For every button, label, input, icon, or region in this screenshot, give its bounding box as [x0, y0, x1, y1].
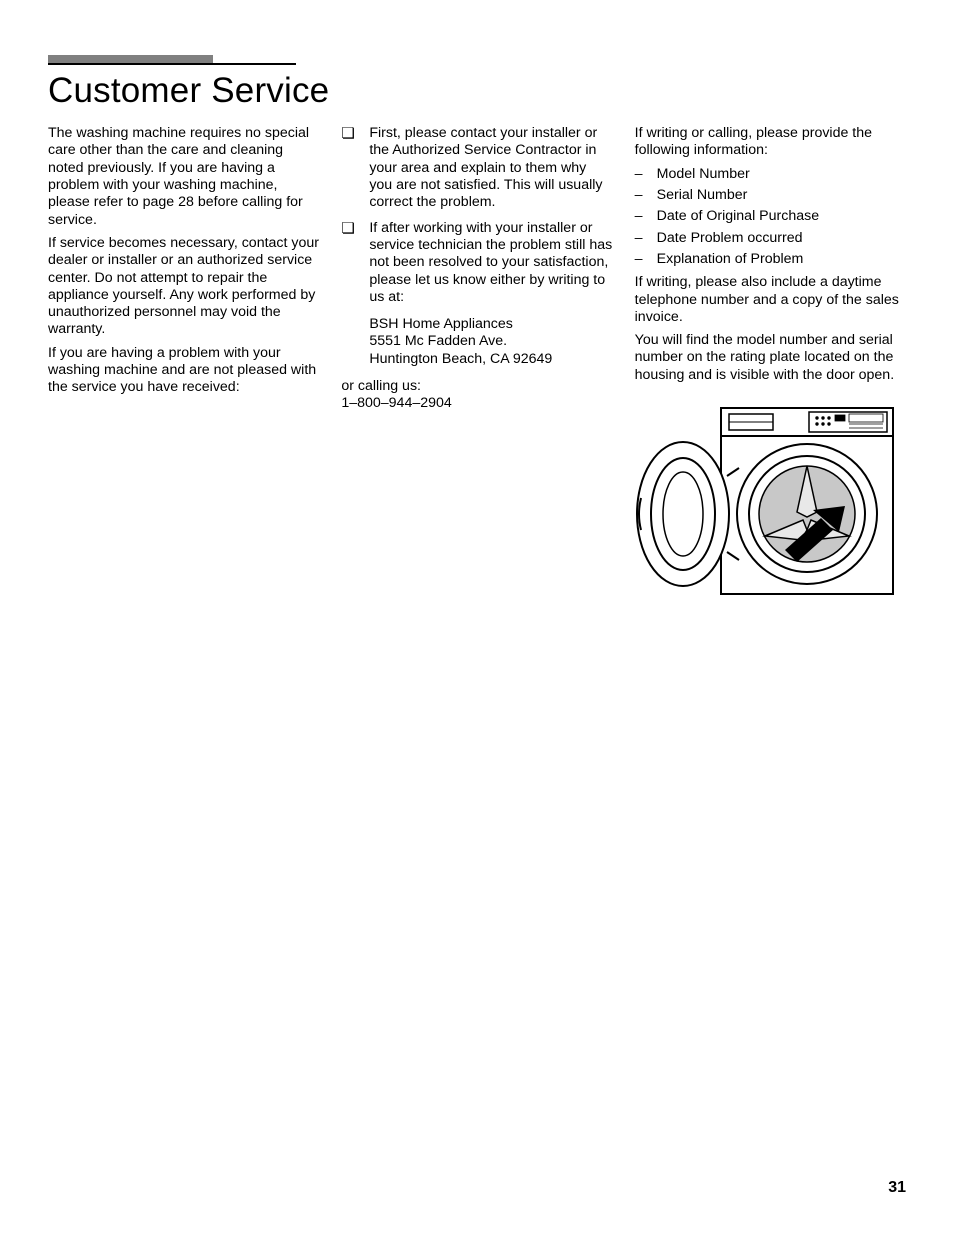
- address-line: Huntington Beach, CA 92649: [369, 351, 612, 368]
- header-rule-bar: [48, 55, 213, 63]
- dash-icon: –: [635, 208, 657, 225]
- address-line: BSH Home Appliances: [369, 316, 612, 333]
- col1-paragraph-3: If you are having a problem with your wa…: [48, 345, 319, 397]
- column-3: If writing or calling, please provide th…: [635, 125, 906, 603]
- dash-text: Serial Number: [657, 187, 748, 204]
- address-line: 5551 Mc Fadden Ave.: [369, 333, 612, 350]
- dash-item: – Explanation of Problem: [635, 251, 906, 268]
- bullet-item: ❏ If after working with your installer o…: [341, 220, 612, 307]
- dash-text: Model Number: [657, 166, 750, 183]
- dash-item: – Serial Number: [635, 187, 906, 204]
- dash-icon: –: [635, 166, 657, 183]
- dash-item: – Date of Original Purchase: [635, 208, 906, 225]
- phone-number: 1–800–944–2904: [341, 395, 612, 412]
- col3-paragraph-3: You will find the model number and seria…: [635, 332, 906, 384]
- call-label: or calling us:: [341, 378, 612, 395]
- col3-paragraph-2: If writing, please also include a daytim…: [635, 274, 906, 326]
- col3-intro: If writing or calling, please provide th…: [635, 125, 906, 160]
- column-1: The washing machine requires no special …: [48, 125, 319, 603]
- page-title: Customer Service: [48, 71, 906, 111]
- bullet-text: First, please contact your installer or …: [369, 125, 612, 212]
- content-columns: The washing machine requires no special …: [48, 125, 906, 603]
- bullet-square-icon: ❏: [341, 220, 369, 307]
- dash-icon: –: [635, 230, 657, 247]
- dash-text: Explanation of Problem: [657, 251, 804, 268]
- page-number: 31: [888, 1179, 906, 1197]
- header-rule-line: [48, 63, 296, 65]
- bullet-item: ❏ First, please contact your installer o…: [341, 125, 612, 212]
- dash-item: – Date Problem occurred: [635, 230, 906, 247]
- dash-text: Date Problem occurred: [657, 230, 803, 247]
- column-2: ❏ First, please contact your installer o…: [341, 125, 612, 603]
- dash-text: Date of Original Purchase: [657, 208, 819, 225]
- dash-item: – Model Number: [635, 166, 906, 183]
- col1-paragraph-2: If service becomes necessary, contact yo…: [48, 235, 319, 339]
- bullet-text: If after working with your installer or …: [369, 220, 612, 307]
- address-block: BSH Home Appliances 5551 Mc Fadden Ave. …: [369, 316, 612, 368]
- bullet-square-icon: ❏: [341, 125, 369, 212]
- washing-machine-illustration: [635, 402, 899, 598]
- dash-icon: –: [635, 251, 657, 268]
- dash-icon: –: [635, 187, 657, 204]
- col1-paragraph-1: The washing machine requires no special …: [48, 125, 319, 229]
